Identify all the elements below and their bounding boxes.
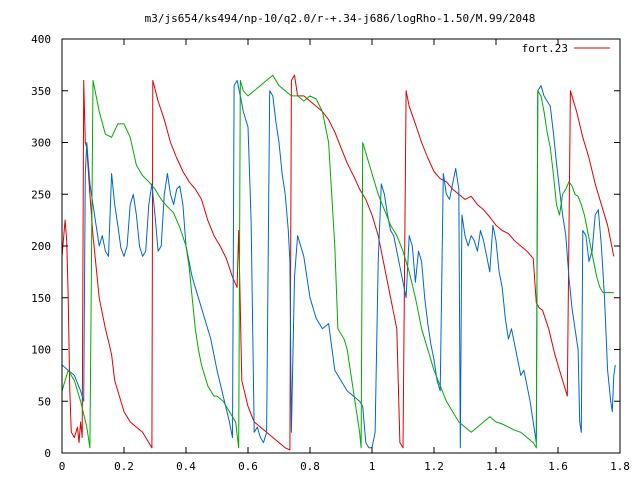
x-tick-label: 0.6 [238, 460, 258, 473]
x-tick-label: 1.8 [610, 460, 630, 473]
series-layer [62, 74, 616, 451]
y-tick-label: 400 [31, 33, 51, 46]
y-tick-label: 100 [31, 344, 51, 357]
ticks-layer: 0 0.2 0.4 0.6 0.8 1 1.2 1.4 1.6 1.8 0 50 100 150 200 25… [31, 33, 630, 473]
y-tick-label: 150 [31, 292, 51, 305]
x-tick-label: 0.4 [176, 460, 196, 473]
x-tick-label: 0 [59, 460, 66, 473]
x-tick-label: 0.8 [300, 460, 320, 473]
x-tick-label: 0.2 [114, 460, 134, 473]
chart-title: m3/js654/ks494/np-10/q2.0/r-+.34-j686/lo… [145, 12, 536, 25]
y-tick-label: 350 [31, 85, 51, 98]
x-tick-label: 1.4 [486, 460, 506, 473]
y-tick-label: 250 [31, 188, 51, 201]
y-tick-label: 50 [38, 395, 51, 408]
y-tick-label: 0 [44, 447, 51, 460]
legend-label: fort.23 [522, 42, 568, 55]
y-tick-label: 200 [31, 240, 51, 253]
x-tick-label: 1 [369, 460, 376, 473]
y-tick-label: 300 [31, 137, 51, 150]
legend: fort.23 [522, 42, 610, 55]
series-line-1 [62, 79, 616, 449]
x-tick-label: 1.6 [548, 460, 568, 473]
series-line-2 [62, 74, 614, 449]
x-tick-label: 1.2 [424, 460, 444, 473]
series-line-0 [62, 74, 615, 451]
